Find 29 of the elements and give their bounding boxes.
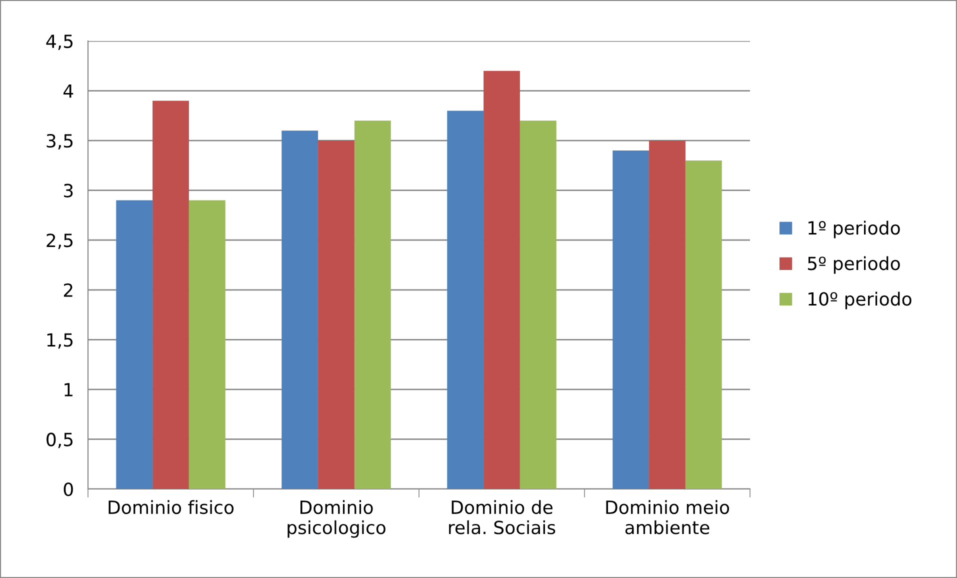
bar: [520, 120, 556, 489]
y-tick-label: 0: [64, 482, 73, 496]
bar: [484, 70, 520, 489]
y-tick-label: 1: [64, 383, 72, 396]
bar: [649, 140, 686, 489]
y-tick-label: 3,5: [46, 134, 73, 150]
x-tick-label: Dominio fisico: [108, 500, 234, 514]
bar: [116, 200, 153, 489]
y-tick-label: 2: [64, 283, 72, 297]
y-tick-label: 3: [64, 184, 73, 198]
y-tick-label: 1,5: [47, 333, 73, 349]
y-tick-label: 4,5: [46, 34, 73, 50]
legend-label: 1º periodo: [808, 220, 900, 238]
x-tick-label: Dominio psicologico: [288, 500, 386, 538]
legend-label: 10º periodo: [808, 292, 912, 310]
bar: [447, 110, 484, 489]
y-tick-label: 4: [64, 84, 74, 98]
bar: [354, 120, 391, 489]
bar: [318, 140, 354, 489]
y-tick-label: 0,5: [46, 432, 73, 448]
bar: [612, 150, 650, 489]
legend-label: 5º periodo: [808, 256, 900, 274]
bar: [152, 100, 189, 489]
y-tick-label: 2,5: [46, 234, 73, 250]
bar: [282, 130, 318, 489]
bar: [685, 160, 722, 489]
bar: [188, 200, 226, 489]
x-tick-label: Dominio meio ambiente: [606, 500, 730, 534]
x-tick-label: Dominio de rela. Sociais: [449, 500, 556, 534]
